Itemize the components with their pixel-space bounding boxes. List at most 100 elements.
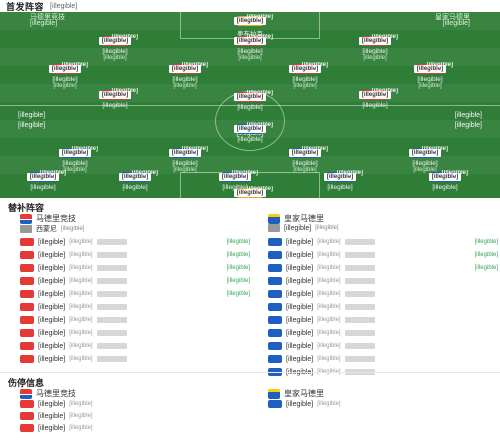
page-title: 首发阵容 [6, 1, 45, 12]
sub-player[interactable]: [illegible] [illegible] [illegible] [268, 262, 498, 274]
away-player[interactable]: [illegible] [illegible] [illegible] [200, 170, 270, 191]
shirt-icon: [illegible] [illegible] [168, 146, 208, 158]
sub-meta: [illegible] [317, 265, 341, 271]
sub-player[interactable]: [illegible] [illegible] [illegible] [20, 262, 250, 274]
subs-away-head: 皇家马德里 [268, 213, 324, 224]
sub-meta: [illegible] [317, 252, 341, 258]
home-player[interactable]: [illegible] [illegible] [illegible] [ille… [30, 62, 100, 89]
shirt-icon: [illegible] [illegible] [233, 122, 273, 134]
sub-name: [illegible] [286, 316, 314, 324]
sub-meta: [illegible] [69, 356, 93, 362]
player-meta: [illegible] [53, 83, 77, 89]
player-name: [illegible] [30, 184, 56, 191]
player-name: [illegible] [417, 76, 443, 83]
home-player[interactable]: [illegible] [illegible] [illegible] [ille… [80, 34, 150, 61]
sub-name: [illegible] [38, 342, 66, 350]
away-player[interactable]: [illegible] [illegible] [illegible] [ille… [390, 146, 460, 173]
away-player-gk[interactable]: [illegible] [illegible] [215, 186, 285, 198]
home-player[interactable]: [illegible] [illegible] [illegible] [ille… [270, 62, 340, 89]
sub-player[interactable]: [illegible] [illegible] [illegible] [20, 249, 250, 261]
home-player[interactable]: [illegible] [illegible] [illegible] [ille… [215, 34, 285, 61]
sub-meta: [illegible] [317, 291, 341, 297]
shirt-icon [20, 412, 34, 420]
sub-player[interactable]: [illegible] [illegible] [illegible] [268, 249, 498, 261]
sub-name: [illegible] [286, 342, 314, 350]
home-stat: [illegible] [18, 122, 46, 129]
injury-item[interactable]: [illegible] [illegible] [268, 400, 341, 408]
away-player[interactable]: [illegible] [illegible] [illegible] [410, 170, 480, 191]
sub-in-minute: [illegible] [226, 291, 250, 297]
subs-title: 替补阵容 [8, 203, 45, 213]
sub-player[interactable]: [illegible][illegible] [268, 275, 498, 287]
sub-name: [illegible] [38, 277, 66, 285]
home-player[interactable]: [illegible] [illegible] [illegible] [80, 88, 150, 109]
sub-in-minute: [illegible] [226, 252, 250, 258]
sub-player[interactable]: [illegible][illegible] [20, 327, 250, 339]
section-divider [0, 372, 500, 373]
shirt-icon [20, 277, 34, 285]
sub-player[interactable]: [illegible][illegible] [268, 301, 498, 313]
away-player[interactable]: [illegible] [illegible] [illegible] [305, 170, 375, 191]
player-meta: [illegible] [413, 167, 437, 173]
home-formation: [illegible] [30, 20, 58, 27]
sub-player[interactable]: [illegible] [illegible] [illegible] [20, 275, 250, 287]
sub-meta: [illegible] [69, 317, 93, 323]
away-team-name: 皇家马德里 [435, 14, 470, 21]
home-player[interactable]: [illegible] [illegible] [illegible] [215, 90, 285, 111]
injury-item[interactable]: [illegible] [illegible] [20, 424, 93, 432]
sub-meta: [illegible] [317, 330, 341, 336]
coach-avatar-icon [268, 224, 280, 232]
sub-name: [illegible] [286, 329, 314, 337]
sub-meta: [illegible] [317, 304, 341, 310]
shirt-icon [20, 355, 34, 363]
sub-in-minute: [illegible] [226, 265, 250, 271]
shirt-icon [20, 290, 34, 298]
player-name: [illegible] [292, 160, 318, 167]
shirt-icon: [illegible] [illegible] [408, 146, 448, 158]
shirt-icon: [illegible] [illegible] [58, 146, 98, 158]
away-player[interactable]: [illegible] [illegible] [illegible] [215, 122, 285, 143]
sub-player[interactable]: [illegible] [illegible] [illegible] [268, 236, 498, 248]
sub-meta: [illegible] [69, 304, 93, 310]
sub-player[interactable]: [illegible][illegible] [268, 314, 498, 326]
injury-item[interactable]: [illegible] [illegible] [20, 400, 93, 408]
sub-player[interactable]: [illegible][illegible] [20, 301, 250, 313]
home-player[interactable]: [illegible] [illegible] [illegible] [ille… [395, 62, 465, 89]
sub-player[interactable]: [illegible] [illegible] [illegible] [20, 236, 250, 248]
sub-player[interactable]: [illegible][illegible] [268, 340, 498, 352]
sub-player[interactable]: [illegible] [illegible] [illegible] [20, 288, 250, 300]
home-player[interactable]: [illegible] [illegible] [illegible] [340, 88, 410, 109]
lineup-header: 首发阵容 [illegible] [0, 0, 500, 12]
shirt-icon: [illegible] [illegible] [323, 170, 363, 182]
shirt-icon [268, 251, 282, 259]
shirt-icon [20, 424, 34, 432]
home-player[interactable]: [illegible] [illegible] [illegible] [ille… [340, 34, 410, 61]
sub-player[interactable]: [illegible][illegible] [20, 340, 250, 352]
shirt-icon [20, 264, 34, 272]
sub-player[interactable]: [illegible][illegible] [268, 327, 498, 339]
player-meta: [illegible] [293, 167, 317, 173]
injury-item[interactable]: [illegible] [illegible] [20, 412, 93, 420]
sub-in-minute: [illegible] [226, 239, 250, 245]
sub-name: [illegible] [38, 303, 66, 311]
pitch-stripe [0, 156, 500, 174]
away-player[interactable]: [illegible] [illegible] [illegible] [8, 170, 78, 191]
sub-name: [illegible] [286, 277, 314, 285]
sub-player[interactable]: [illegible][illegible] [268, 288, 498, 300]
away-player[interactable]: [illegible] [illegible] [illegible] [ille… [150, 146, 220, 173]
away-player[interactable]: [illegible] [illegible] [illegible] [ille… [40, 146, 110, 173]
player-meta: [illegible] [238, 55, 262, 61]
sub-player[interactable]: [illegible][illegible] [20, 353, 250, 365]
shirt-icon: [illegible] [illegible] [288, 62, 328, 74]
away-player[interactable]: [illegible] [illegible] [illegible] [100, 170, 170, 191]
shirt-icon: [illegible] [illegible] [358, 88, 398, 100]
sub-stat-bar [344, 330, 375, 336]
sub-player[interactable]: [illegible][illegible] [268, 353, 498, 365]
away-player[interactable]: [illegible] [illegible] [illegible] [ille… [270, 146, 340, 173]
home-player[interactable]: [illegible] [illegible] [illegible] [ille… [150, 62, 220, 89]
shirt-icon [20, 342, 34, 350]
home-player-gk[interactable]: [illegible] [illegible] 奥布拉克 [215, 14, 285, 38]
sub-player[interactable]: [illegible][illegible] [20, 314, 250, 326]
player-name: [illegible] [62, 160, 88, 167]
sub-meta: [illegible] [317, 239, 341, 245]
